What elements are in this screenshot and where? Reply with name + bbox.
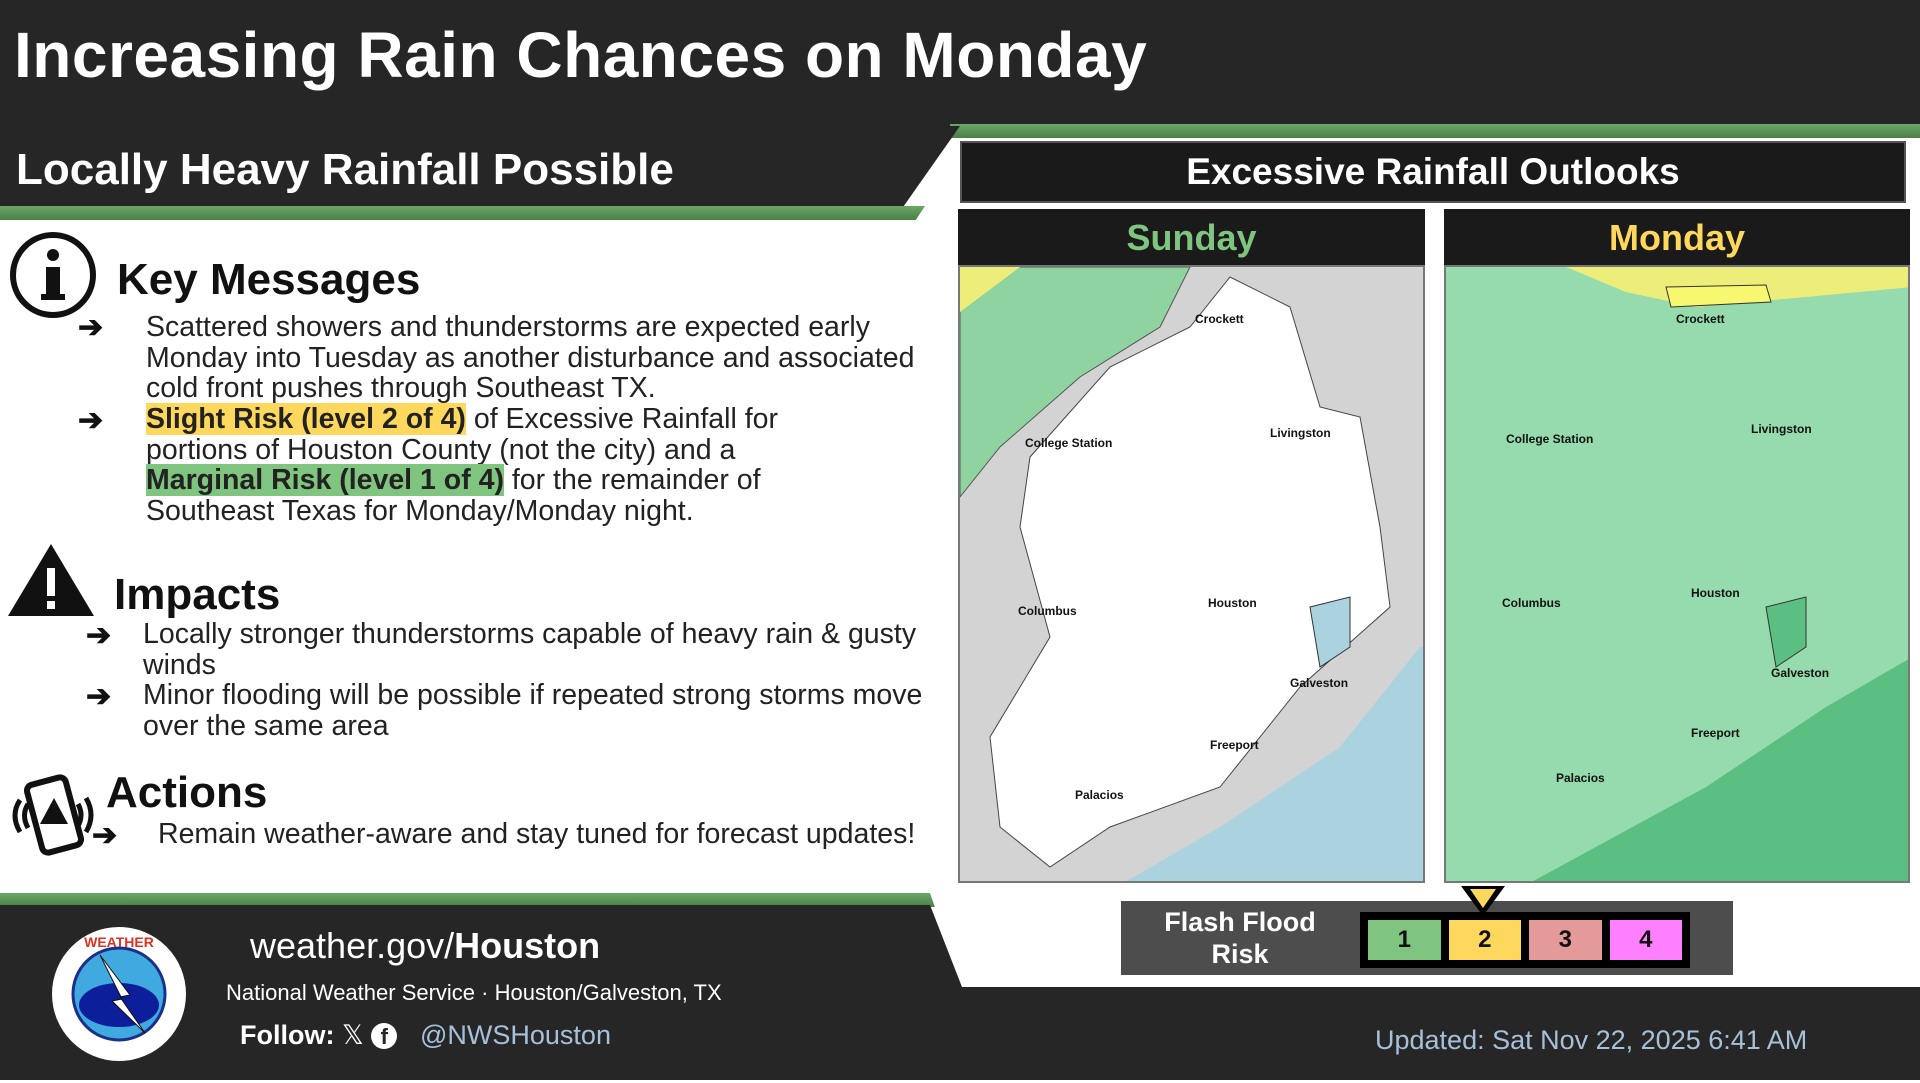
svg-text:Palacios: Palacios — [1075, 788, 1124, 802]
svg-text:Palacios: Palacios — [1556, 771, 1605, 785]
svg-text:Houston: Houston — [1208, 596, 1257, 610]
arrow-icon: ➔ — [78, 311, 104, 344]
arrow-icon: ➔ — [78, 404, 104, 437]
key-message-2: Slight Risk (level 2 of 4) of Excessive … — [146, 403, 846, 527]
text: of Excessive Rainfall for portions of Ho… — [146, 403, 778, 466]
key-message-1: Scattered showers and thunderstorms are … — [146, 311, 915, 405]
risk-level-2: 2 — [1448, 920, 1521, 960]
svg-text:Columbus: Columbus — [1018, 604, 1077, 618]
follow-text: Follow: — [240, 1020, 335, 1050]
svg-text:Houston: Houston — [1691, 586, 1740, 600]
risk-level-4: 4 — [1609, 920, 1682, 960]
website-link[interactable]: weather.gov/Houston — [250, 925, 600, 967]
text: for the remainder of Southeast Texas for… — [146, 464, 761, 527]
sunday-header: Sunday — [958, 209, 1425, 265]
svg-text:Livingston: Livingston — [1751, 422, 1812, 436]
monday-header: Monday — [1444, 209, 1910, 265]
impacts-heading: Impacts — [114, 570, 281, 619]
svg-text:Galveston: Galveston — [1771, 666, 1829, 680]
page-title: Increasing Rain Chances on Monday — [14, 19, 1148, 91]
risk-level-1: 1 — [1368, 920, 1441, 960]
actions-heading: Actions — [106, 768, 268, 817]
risk-level-3: 3 — [1529, 920, 1602, 960]
marginal-risk-highlight: Marginal Risk (level 1 of 4) — [146, 464, 504, 497]
svg-text:Freeport: Freeport — [1210, 738, 1259, 752]
updated-timestamp: Updated: Sat Nov 22, 2025 6:41 AM — [1375, 1025, 1808, 1055]
outlooks-title: Excessive Rainfall Outlooks — [960, 141, 1906, 203]
monday-map: Crockett College Station Livingston Columbu… — [1444, 265, 1910, 883]
title-bar — [0, 0, 1920, 126]
social-handle[interactable]: @NWSHouston — [420, 1020, 611, 1050]
pointer-fill — [1470, 889, 1496, 908]
phone-alert-icon — [12, 774, 94, 856]
arrow-icon: ➔ — [86, 619, 112, 652]
follow-label: Follow: 𝕏 f — [240, 1020, 398, 1051]
x-icon[interactable]: 𝕏 — [342, 1020, 364, 1050]
arrow-icon: ➔ — [92, 819, 118, 852]
info-icon — [10, 232, 96, 318]
impact-1: Locally stronger thunderstorms capable o… — [143, 618, 917, 681]
office-name: National Weather Service · Houston/Galve… — [226, 980, 722, 1005]
legend-label: Flash Flood Risk — [1164, 907, 1316, 969]
nws-logo-icon: WEATHER — [52, 927, 186, 1061]
svg-text:College Station: College Station — [1506, 432, 1593, 446]
divider — [0, 206, 925, 220]
svg-text:College Station: College Station — [1025, 436, 1112, 450]
action-1: Remain weather-aware and stay tuned for … — [158, 818, 916, 850]
facebook-icon[interactable]: f — [371, 1023, 398, 1049]
warning-icon — [8, 544, 94, 616]
divider — [950, 124, 1920, 138]
url-office: Houston — [454, 925, 601, 966]
slight-risk-highlight: Slight Risk (level 2 of 4) — [146, 403, 466, 435]
sunday-map: Crockett College Station Livingston Columbu… — [958, 265, 1425, 883]
subtitle-band — [0, 126, 960, 208]
impact-2: Minor flooding will be possible if repea… — [143, 679, 923, 742]
risk-levels: 1 2 3 4 — [1360, 912, 1690, 968]
svg-text:Crockett: Crockett — [1676, 312, 1725, 326]
svg-text:Galveston: Galveston — [1290, 676, 1348, 690]
arrow-icon: ➔ — [86, 680, 112, 713]
svg-text:Livingston: Livingston — [1270, 426, 1331, 440]
svg-text:Freeport: Freeport — [1691, 726, 1740, 740]
svg-text:Columbus: Columbus — [1502, 596, 1561, 610]
url-prefix: weather.gov/ — [250, 925, 455, 966]
key-messages-heading: Key Messages — [117, 255, 421, 304]
svg-text:WEATHER: WEATHER — [84, 934, 154, 950]
subtitle: Locally Heavy Rainfall Possible — [16, 145, 674, 194]
svg-text:Crockett: Crockett — [1195, 312, 1244, 326]
